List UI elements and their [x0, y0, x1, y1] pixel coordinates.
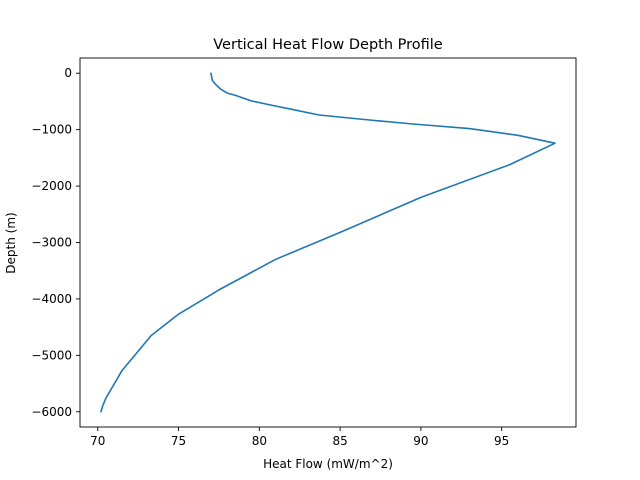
x-tick-label: 90 — [413, 434, 428, 448]
x-tick-label: 85 — [332, 434, 347, 448]
plot-area-frame — [79, 57, 577, 428]
y-tick-label: −4000 — [31, 292, 72, 306]
x-axis-label: Heat Flow (mW/m^2) — [263, 457, 393, 471]
y-axis-label: Depth (m) — [4, 212, 18, 273]
y-tick-label: 0 — [64, 66, 72, 80]
chart-title: Vertical Heat Flow Depth Profile — [213, 37, 443, 53]
series-layer — [100, 72, 556, 413]
x-tick-label: 75 — [171, 434, 186, 448]
y-tick-label: −5000 — [31, 348, 72, 362]
series-line-0 — [100, 72, 556, 413]
y-axis-ticks: 0 −1000 −2000 −3000 −4000 −5000 −6000 — [31, 66, 80, 419]
y-tick-label: −2000 — [31, 179, 72, 193]
y-tick-label: −1000 — [31, 123, 72, 137]
x-tick-label: 80 — [252, 434, 267, 448]
y-tick-label: −3000 — [31, 236, 72, 250]
y-tick-label: −6000 — [31, 405, 72, 419]
x-tick-label: 95 — [494, 434, 509, 448]
x-axis-ticks: 70 75 80 85 90 95 — [90, 427, 509, 448]
x-tick-label: 70 — [90, 434, 105, 448]
